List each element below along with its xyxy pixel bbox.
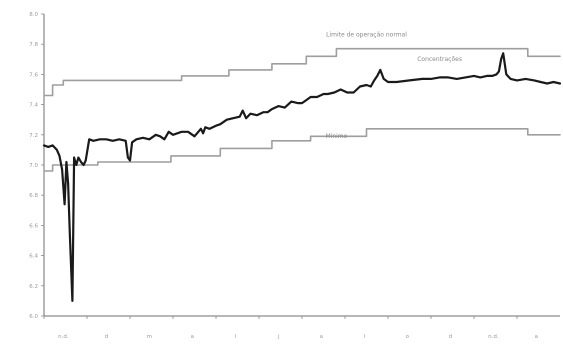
chart-annotations: Limite de operação normal Concentrações Mí… [325, 32, 461, 140]
chart-axes [41, 13, 560, 319]
x-tick-label: a [320, 334, 323, 340]
y-tick-label: 6.2 [29, 284, 38, 290]
x-tick-label: j [277, 334, 280, 340]
y-tick-label: 6.0 [29, 314, 38, 320]
x-tick-label: a [191, 334, 194, 340]
y-tick-label: 6.8 [29, 193, 38, 199]
chart-series-layer [42, 47, 562, 302]
x-tick-label: d [449, 334, 453, 340]
x-tick-label: d [105, 334, 109, 340]
y-tick-label: 7.8 [29, 42, 38, 48]
y-tick-label: 7.2 [29, 133, 38, 139]
x-tick-label: a [535, 334, 538, 340]
y-tick-label: 7.0 [29, 163, 38, 169]
annotation-label: Concentrações [417, 56, 462, 63]
x-tick-label: n.d. [488, 334, 499, 340]
annotation-label: Mínimo [325, 133, 347, 140]
series-upper-limit [43, 47, 561, 97]
x-tick-label: o [406, 334, 410, 340]
series-measured [42, 52, 562, 302]
x-tick-label: l [364, 334, 366, 340]
chart-tick-labels: 8.0 7.8 7.6 7.4 7.2 7.0 6.8 6.6 6.4 6.2 6.0 n.d. d m a… [29, 12, 538, 340]
series-lower-limit [43, 128, 561, 172]
annotation-label: Limite de operação normal [326, 32, 407, 39]
y-tick-label: 7.4 [29, 103, 38, 109]
y-tick-label: 6.6 [29, 223, 38, 229]
x-tick-label: n.d. [58, 334, 69, 340]
y-tick-label: 7.6 [29, 72, 38, 78]
x-tick-label: m [147, 334, 152, 340]
y-tick-label: 6.4 [29, 254, 38, 260]
x-tick-label: l [235, 334, 237, 340]
y-tick-label: 8.0 [29, 12, 38, 18]
